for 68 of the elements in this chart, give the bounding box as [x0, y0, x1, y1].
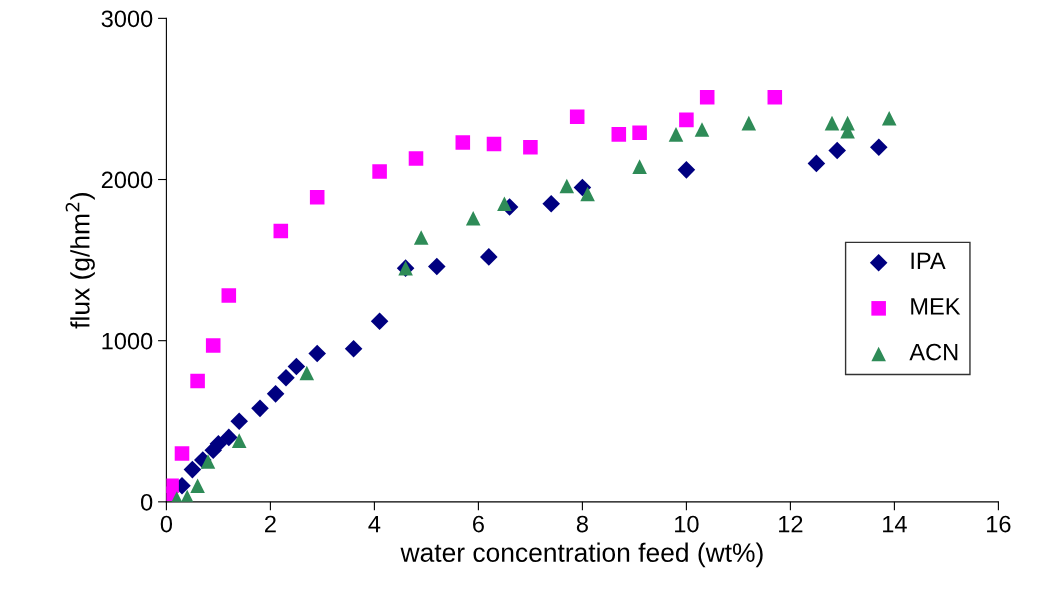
point: [824, 115, 840, 131]
point: [174, 446, 190, 461]
point: [200, 454, 216, 469]
point: [309, 189, 325, 205]
x-tick-label: 4: [368, 515, 381, 533]
point: [559, 178, 575, 194]
point: [828, 141, 846, 160]
point: [308, 344, 326, 363]
x-tick-label: 8: [576, 515, 588, 533]
x-tick-label: 2: [265, 515, 276, 533]
point: [486, 136, 502, 152]
y-tick-label: 1000: [102, 332, 153, 350]
point: [428, 257, 446, 276]
legend-label: ACN: [909, 343, 958, 361]
point: [408, 151, 424, 166]
x-tick-label: 16: [987, 515, 1011, 533]
y-tick-label: 3000: [101, 10, 153, 28]
point: [632, 125, 647, 141]
point: [230, 412, 248, 431]
point: [611, 127, 627, 142]
x-tick-label: 14: [883, 515, 907, 533]
x-axis-title: water concentration feed (wt%): [400, 542, 763, 568]
point: [372, 164, 387, 179]
point: [694, 122, 710, 137]
point: [699, 90, 715, 105]
point: [299, 365, 315, 381]
point: [497, 196, 512, 211]
point: [344, 339, 363, 358]
x-tick-label: 0: [160, 515, 173, 533]
point: [677, 161, 696, 179]
point: [413, 230, 429, 245]
point: [679, 112, 694, 128]
point: [251, 399, 269, 418]
point: [840, 115, 855, 131]
point: [205, 338, 221, 353]
legend-label: MEK: [911, 298, 961, 315]
point: [870, 138, 888, 157]
point: [542, 194, 560, 213]
point: [220, 428, 238, 447]
legend-label: IPA: [911, 252, 946, 269]
x-tick-label: 10: [675, 515, 699, 533]
point: [741, 115, 757, 131]
point: [190, 373, 205, 389]
point: [569, 109, 585, 124]
x-tick-label: 12: [779, 515, 803, 533]
point: [580, 186, 595, 202]
point: [455, 135, 471, 150]
y-tick-label: 0: [141, 493, 153, 511]
point: [767, 90, 783, 105]
y-axis-title: flux (g/hm$^{2}$): [65, 193, 95, 329]
point: [632, 159, 647, 174]
point: [465, 210, 481, 226]
point: [287, 357, 306, 376]
point: [480, 248, 498, 266]
point: [231, 433, 247, 448]
point: [190, 478, 205, 494]
point: [523, 140, 538, 155]
y-tick-label: 2000: [101, 171, 153, 189]
point: [266, 385, 285, 403]
point: [183, 460, 202, 479]
point: [370, 312, 389, 331]
point: [668, 127, 684, 142]
point: [277, 368, 295, 387]
point: [881, 111, 897, 126]
point: [273, 223, 289, 239]
point: [807, 154, 826, 173]
x-tick-label: 6: [473, 515, 484, 533]
point: [221, 288, 237, 303]
